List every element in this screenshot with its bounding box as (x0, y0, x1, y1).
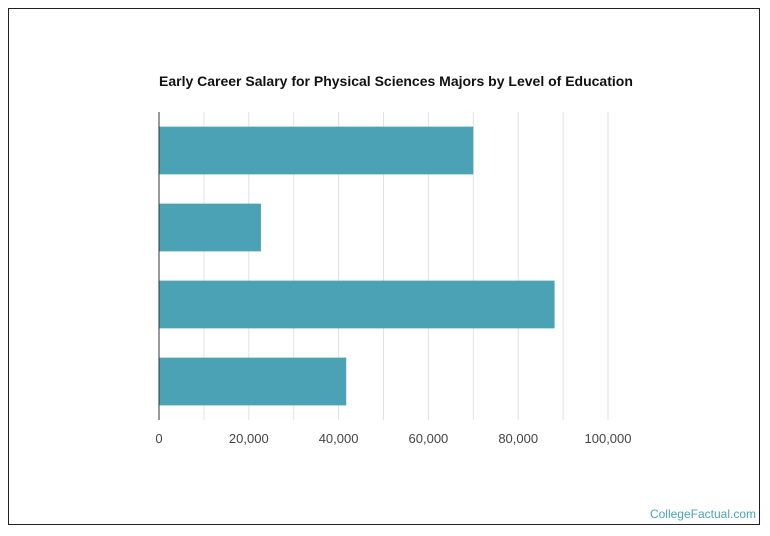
x-tick-label: 0 (155, 431, 162, 446)
x-tick-label: 60,000 (409, 431, 449, 446)
bar-1 (159, 126, 474, 175)
x-tick-label: 80,000 (498, 431, 538, 446)
bars (159, 126, 555, 406)
bar-3 (159, 280, 555, 329)
bar-4 (159, 357, 347, 406)
bar-2 (159, 203, 261, 252)
x-tick-label: 100,000 (585, 431, 632, 446)
chart-title: Early Career Salary for Physical Science… (159, 73, 633, 89)
x-tick-label: 40,000 (319, 431, 359, 446)
x-tick-label: 20,000 (229, 431, 269, 446)
watermark: CollegeFactual.com (649, 507, 756, 521)
x-axis-ticks: 0 20,000 40,000 60,000 80,000 100,000 (155, 431, 631, 446)
